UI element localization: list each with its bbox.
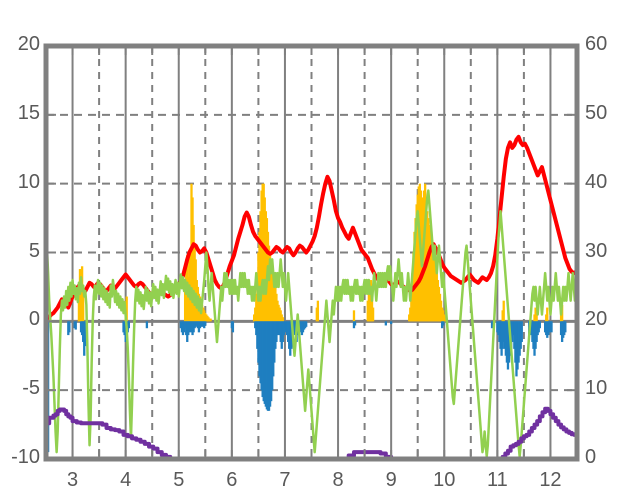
bar	[68, 321, 71, 333]
bar	[370, 293, 374, 322]
x-axis-tick-label: 8	[332, 469, 344, 491]
y2-axis-tick-label: 20	[585, 308, 608, 331]
x-axis-tick-label: 5	[173, 469, 185, 491]
bar	[538, 321, 541, 329]
y-axis-tick-label: 20	[17, 33, 40, 55]
green-line	[45, 189, 578, 458]
y-axis-tick-label: -5	[22, 377, 40, 400]
y-axis-tick-label: -10	[11, 446, 40, 468]
bar	[564, 321, 567, 333]
bar	[520, 321, 523, 342]
bar	[74, 321, 77, 330]
red-line	[45, 134, 578, 321]
bar	[316, 300, 320, 322]
bar	[82, 293, 85, 322]
y-axis-tick-label: 10	[17, 170, 40, 193]
x-axis-tick-label: 9	[385, 469, 397, 491]
bar	[353, 321, 357, 326]
y-axis-tick-label: 5	[28, 239, 40, 262]
bar	[281, 317, 284, 322]
bar	[145, 321, 149, 329]
bar	[209, 318, 212, 322]
y-axis-tick-label: 0	[28, 308, 40, 331]
bar	[125, 296, 128, 322]
y2-axis-tick-label: 10	[585, 377, 608, 400]
bar	[352, 310, 356, 322]
bar	[535, 310, 538, 322]
y2-axis-tick-label: 40	[585, 170, 608, 193]
x-axis-tick-label: 6	[226, 469, 238, 491]
y2-axis-tick-label: 50	[585, 101, 608, 124]
mask-top	[0, 0, 636, 46]
mask-left	[0, 0, 46, 501]
y-axis-tick-label: 15	[17, 101, 40, 124]
x-axis-tick-label: 12	[539, 469, 562, 491]
mask-bottom	[0, 460, 636, 501]
y2-axis-tick-label: 60	[585, 33, 608, 55]
bar	[390, 321, 393, 325]
bar	[384, 321, 387, 326]
bar	[371, 307, 375, 322]
purple-line	[45, 406, 578, 461]
bar	[546, 307, 549, 322]
bar	[231, 321, 235, 333]
bar	[204, 321, 207, 326]
bar	[502, 300, 505, 322]
mask-right	[578, 0, 636, 501]
y2-axis-tick-label: 30	[585, 239, 608, 262]
x-axis-tick-label: 3	[66, 469, 79, 491]
x-axis-tick-label: 11	[486, 469, 508, 491]
bar	[305, 321, 308, 327]
x-axis-tick-label: 10	[433, 469, 456, 491]
x-axis-tick-label: 4	[120, 469, 132, 491]
bar	[442, 321, 445, 326]
y2-axis-tick-label: 0	[585, 446, 597, 468]
bar	[550, 321, 553, 333]
x-axis-tick-label: 7	[279, 469, 291, 491]
bar	[127, 321, 130, 329]
